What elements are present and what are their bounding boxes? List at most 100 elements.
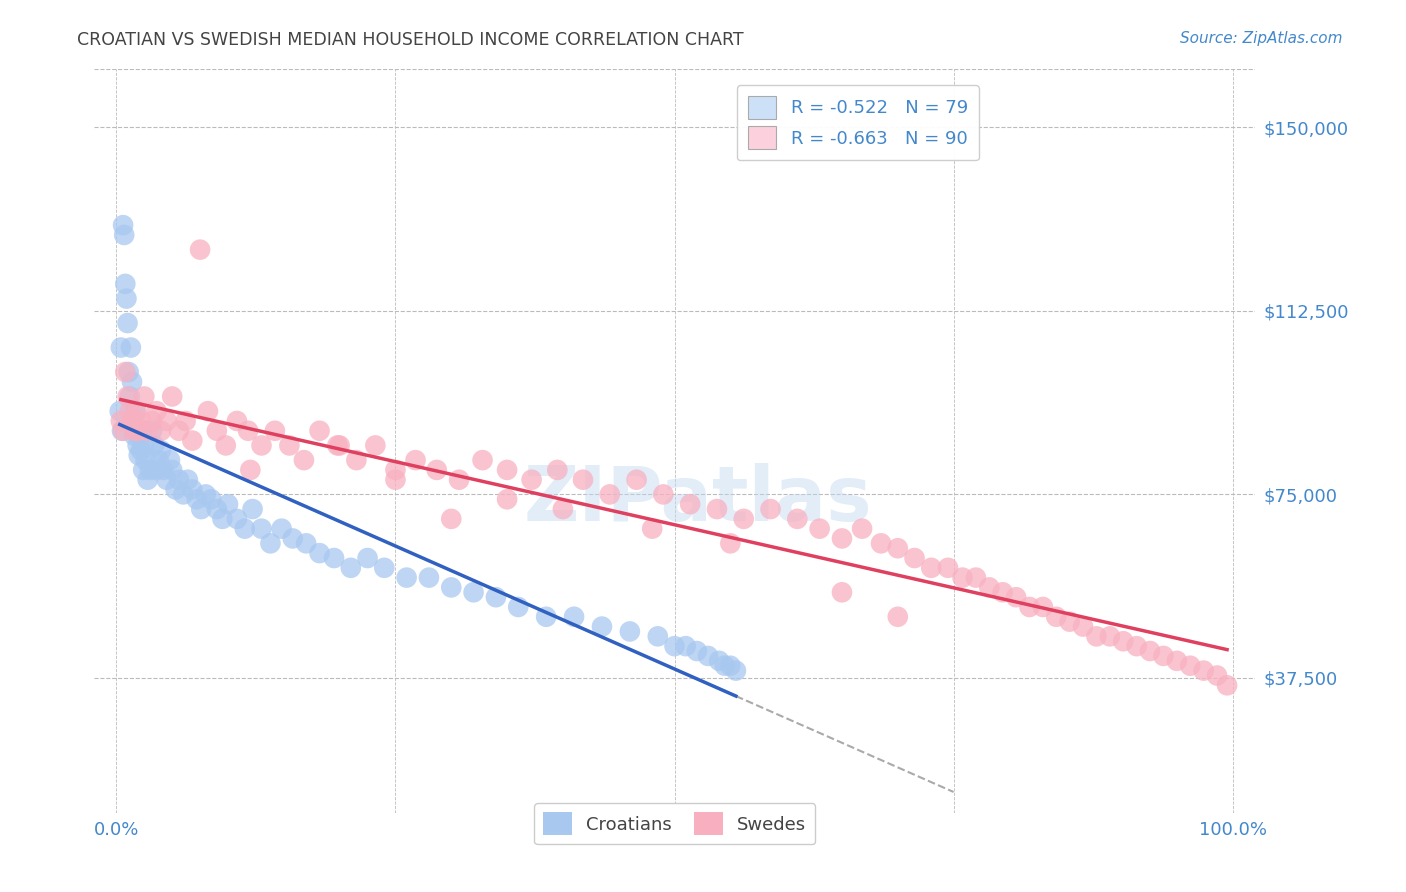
Point [675,639,697,653]
Point [181,483,204,497]
Point [122,414,145,428]
Point [546,463,568,477]
Point [920,561,942,575]
Point [1071,619,1094,633]
Point [709,654,731,668]
Point [181,434,204,448]
Point [1180,658,1202,673]
Point [148,453,170,467]
Point [124,404,146,418]
Point [134,438,156,452]
Point [562,609,585,624]
Point [118,365,141,379]
Point [652,487,675,501]
Point [496,492,519,507]
Point [215,438,238,452]
Point [520,473,543,487]
Point [152,463,174,477]
Point [1005,590,1028,604]
Point [117,316,139,330]
Point [831,532,853,546]
Point [172,487,194,501]
Point [1032,599,1054,614]
Point [150,443,173,458]
Point [887,541,910,556]
Point [418,571,440,585]
Point [485,590,508,604]
Point [1139,644,1161,658]
Point [887,609,910,624]
Point [177,473,200,487]
Point [1059,615,1081,629]
Point [323,551,346,566]
Point [1018,599,1040,614]
Point [129,443,152,458]
Point [551,502,574,516]
Point [1166,654,1188,668]
Point [167,473,190,487]
Point [463,585,485,599]
Point [125,424,148,438]
Point [308,546,330,560]
Point [903,551,925,566]
Point [145,463,167,477]
Point [281,532,304,546]
Point [373,561,395,575]
Text: CROATIAN VS SWEDISH MEDIAN HOUSEHOLD INCOME CORRELATION CHART: CROATIAN VS SWEDISH MEDIAN HOUSEHOLD INC… [77,31,744,49]
Point [211,512,233,526]
Y-axis label: Median Household Income: Median Household Income [0,331,8,550]
Point [496,463,519,477]
Point [160,463,183,477]
Point [786,512,808,526]
Point [713,658,735,673]
Point [1045,609,1067,624]
Point [326,438,349,452]
Point [129,414,152,428]
Point [697,648,720,663]
Point [626,473,648,487]
Point [190,502,212,516]
Point [127,438,149,452]
Point [270,522,292,536]
Point [131,424,153,438]
Point [233,522,256,536]
Point [572,473,595,487]
Point [156,414,179,428]
Point [114,365,136,379]
Point [259,536,281,550]
Point [121,375,143,389]
Point [236,424,259,438]
Point [647,629,669,643]
Point [159,453,181,467]
Point [1216,678,1239,692]
Point [679,497,702,511]
Point [718,658,741,673]
Point [364,438,387,452]
Point [718,536,741,550]
Point [197,404,219,418]
Point [759,502,782,516]
Point [112,218,135,232]
Point [831,585,853,599]
Point [1098,629,1121,643]
Point [686,644,709,658]
Point [1112,634,1135,648]
Text: Source: ZipAtlas.com: Source: ZipAtlas.com [1180,31,1343,46]
Point [160,389,183,403]
Point [145,404,167,418]
Point [242,502,264,516]
Point [292,453,315,467]
Point [808,522,831,536]
Point [295,536,318,550]
Point [108,404,131,418]
Point [128,428,150,442]
Point [1192,664,1215,678]
Point [426,463,449,477]
Point [405,453,427,467]
Point [132,463,155,477]
Point [186,492,208,507]
Point [965,571,987,585]
Point [139,463,162,477]
Text: ZIPatlas: ZIPatlas [523,463,872,537]
Point [471,453,494,467]
